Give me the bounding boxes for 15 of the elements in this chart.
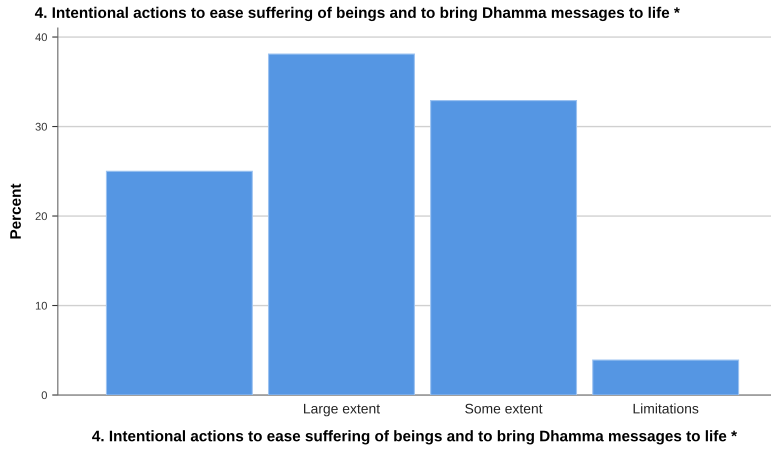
y-tick-label: 10 [36, 302, 47, 310]
y-tick-label: 0 [42, 391, 47, 400]
y-tick-label: 30 [35, 122, 47, 131]
y-tick-label: 20 [36, 212, 47, 220]
x-tick-label: Large extent [304, 404, 380, 416]
y-axis-title: Percent [10, 184, 21, 239]
x-tick-label: Some extent [465, 404, 542, 414]
bar [430, 100, 578, 396]
x-tick-label: Limitations [634, 403, 698, 414]
bar [592, 360, 740, 396]
bar [106, 170, 253, 396]
bar [268, 53, 415, 396]
x-axis-title: 4. Intentional actions to ease suffering of beings and to bring Dhamma messages to life * [92, 430, 738, 444]
chart-title: 4. Intentional actions to ease suffering of beings and to bring Dhamma messages to life * [34, 6, 680, 22]
y-tick-label: 40 [35, 33, 47, 42]
